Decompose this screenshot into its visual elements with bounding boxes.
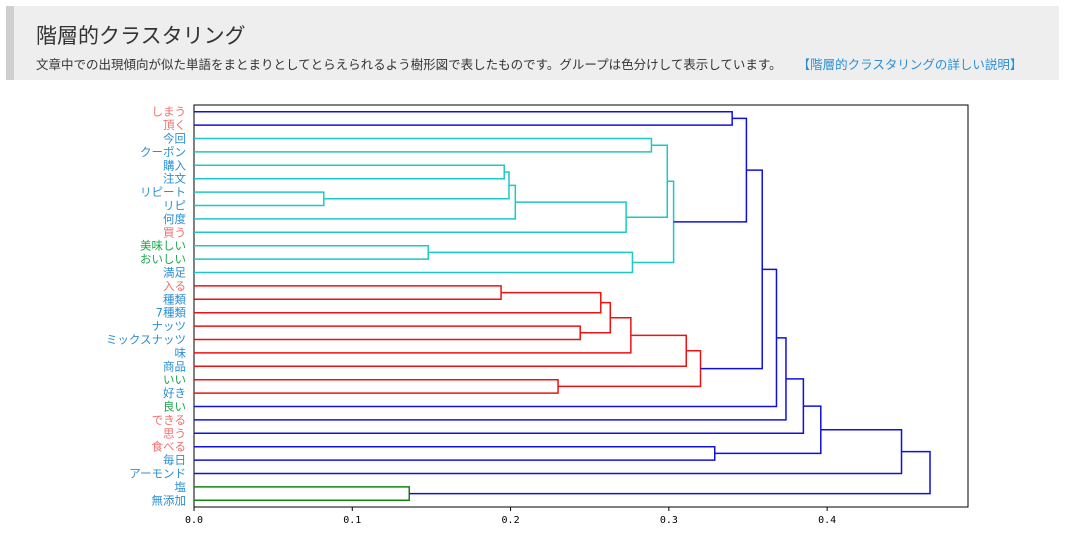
x-tick-label: 0.2 [502,515,520,526]
leaf-label: リピ [163,199,186,213]
dendrogram-link [194,378,805,435]
dendrogram-link [323,171,510,200]
dendrogram-link [194,316,632,354]
leaf-label: 頂く [163,118,186,132]
x-tick-label: 0.3 [660,515,678,526]
dendrogram-link [409,450,931,495]
dendrogram-link [714,405,822,455]
dendrogram-link [194,164,505,180]
header-panel: 階層的クラスタリング 文章中での出現傾向が似た単語をまとまりとしてとらえられるよ… [6,6,1059,80]
leaf-label: いい [163,373,186,387]
dendrogram-link [580,301,612,334]
dendrogram-link [194,429,903,475]
leaf-label: 無添加 [152,493,187,507]
plot-frame [193,104,969,508]
dendrogram-link [194,486,411,502]
leaf-label: 美味しい [140,239,186,253]
leaf-label: ナッツ [152,319,187,333]
leaf-label: 商品 [163,359,186,373]
dendrogram-link [194,285,502,301]
dendrogram-link [700,169,763,370]
leaf-label: 満足 [163,266,186,280]
dendrogram-link [673,117,748,223]
leaf-label: 購入 [163,158,186,172]
dendrogram-link [558,350,702,388]
x-tick-label: 0.0 [185,515,203,526]
details-link[interactable]: 【階層的クラスタリングの詳しい説明】 [797,57,1023,72]
dendrogram-link [194,137,653,153]
leaf-label: リピート [140,185,186,199]
leaf-label: 買う [163,225,186,239]
description-text: 文章中での出現傾向が似た単語をまとまりとしてとらえられるよう樹形図で表したもので… [36,57,782,72]
dendrogram-link [632,180,675,264]
dendrogram-link [194,191,325,207]
leaf-label: 味 [175,346,187,360]
dendrogram-chart: しまう頂く今回クーポン購入注文リピートリピ何度買う美味しいおいしい満足入る種類7… [106,104,969,526]
leaf-label: アーモンド [129,467,186,481]
leaf-label: 入る [163,279,186,293]
dendrogram-link [194,184,517,220]
dendrogram-link [194,378,559,394]
dendrogram-link [626,144,669,218]
leaf-label: クーポン [140,145,186,159]
page-title: 階層的クラスタリング [36,24,246,48]
leaf-label: 良い [163,400,186,414]
leaf-label: おいしい [140,252,186,266]
leaf-label: 7種類 [156,306,187,320]
page-description: 文章中での出現傾向が似た単語をまとまりとしてとらえられるよう樹形図で表したもので… [36,54,1022,73]
leaf-label: 好き [163,386,186,400]
leaf-label: 種類 [163,292,186,306]
dendrogram-link [194,445,716,461]
leaf-label: 塩 [175,480,187,494]
dendrogram-link [194,337,787,421]
x-tick-label: 0.4 [818,515,836,526]
dendrogram-link [194,110,733,126]
leaf-label: 思う [163,426,186,440]
leaf-label: 注文 [163,172,186,186]
leaf-label: 食べる [152,440,187,454]
dendrogram-link [194,251,634,274]
leaf-label: できる [152,413,186,427]
leaf-label: しまう [152,105,187,119]
dendrogram-link [194,201,627,234]
leaf-label: 今回 [163,132,186,146]
leaf-label: 毎日 [163,453,186,467]
x-tick-label: 0.1 [343,515,361,526]
leaf-label: 何度 [163,212,186,226]
leaf-label: ミックスナッツ [106,333,186,347]
dendrogram-link [194,244,430,260]
dendrogram-link [194,325,581,341]
dendrogram-link [194,291,602,314]
